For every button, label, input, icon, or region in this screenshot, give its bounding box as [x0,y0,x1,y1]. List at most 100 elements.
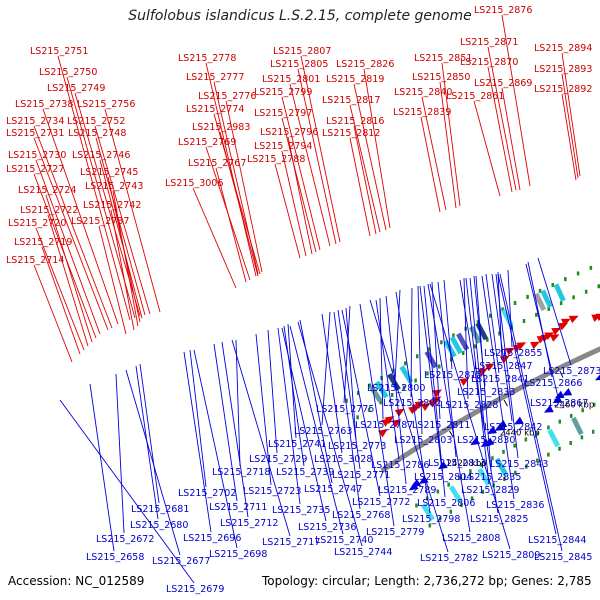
orf-frame-mark [440,340,443,345]
label-leader-line [561,52,581,177]
gene-label: LS215_2779 [366,527,424,538]
orf-frame-mark [526,294,529,299]
label-leader-line [341,309,381,497]
gene-label: LS215_2745 [80,167,138,178]
gene-label: LS215_2833 [457,387,515,398]
gene-label: LS215_2717 [262,537,320,548]
label-leader-line [561,93,577,181]
gene-label: LS215_2748 [68,128,126,139]
gene-label: LS215_2677 [152,556,210,567]
gene-label: LS215_2747 [304,484,362,495]
feature-block [374,380,389,399]
gene-label: LS215_2869 [474,78,532,89]
label-leader-line [89,383,115,552]
orf-frame-mark [379,400,382,405]
gene-label: LS215_2871 [460,37,518,48]
orf-frame-mark [356,391,360,396]
gene-label: LS215_2844 [528,535,586,546]
gene-label: LS215_2767 [188,158,246,169]
forward-gene-arrow [384,416,395,425]
gene-label: LS215_2718 [212,467,270,478]
forward-gene-arrow [551,327,562,336]
gene-label: LS215_2750 [39,67,97,78]
orf-frame-mark [415,354,419,359]
label-leader-line [345,307,357,441]
label-leader-line [213,113,261,275]
forward-gene-arrow [420,402,431,412]
gene-label: LS215_2775 [316,404,374,415]
label-leader-line [94,125,151,315]
label-leader-line [469,277,486,435]
label-leader-line [219,131,259,277]
gene-label: LS215_2788 [247,154,305,165]
orf-frame-mark [558,446,561,451]
label-leader-line [281,96,321,251]
label-leader-line [343,305,351,404]
label-leader-line [215,167,247,283]
gene-label: LS215_2845 [534,552,592,563]
gene-label: LS215_2825 [470,514,528,525]
label-leader-line [289,83,331,247]
label-leader-line [463,277,469,400]
label-leader-line [321,311,331,426]
label-leader-line [495,273,519,459]
label-leader-line [423,285,446,498]
label-leader-line [139,363,160,504]
orf-frame-mark [564,277,567,282]
gene-label: LS215_3006 [165,178,223,189]
label-leader-line [98,225,127,335]
orf-frame-mark [392,368,395,373]
gene-labels: LS215_2751 LS215_2750 LS215_2749 LS215_2738… [6,5,600,595]
gene-label: LS215_2768 [332,510,390,521]
orf-frame-mark [427,347,431,352]
gene-label: LS215_2786 [371,460,429,471]
gene-label: LS215_2711 [209,502,267,513]
map-title: Sulfolobus islandicus L.S.2.15, complete… [128,8,472,24]
orf-frame-mark [476,320,480,325]
label-leader-line [104,108,161,313]
feature-block [494,457,508,476]
orf-frame-mark [538,288,542,293]
label-leader-line [289,325,344,535]
orf-frame-mark [522,318,526,323]
orf-frame-mark [597,284,600,289]
gene-label: LS215_2740 [315,535,373,546]
label-leader-line [491,273,513,422]
gene-label: LS215_3028 [314,454,372,465]
gene-label: LS215_2724 [18,185,76,196]
reverse-gene-arrow [562,388,573,396]
label-leader-line [475,275,492,472]
gene-label: LS215_2805 [270,59,328,70]
label-leader-line [429,283,511,550]
gene-label: LS215_2698 [209,549,267,560]
gene-label: LS215_2850 [412,72,470,83]
label-leader-line [487,46,517,191]
feature-block [547,428,561,448]
orf-frame-mark [572,295,575,300]
orf-frame-mark [415,503,418,508]
label-leader-line [110,209,135,331]
orf-frame-mark [569,440,572,445]
gene-label: LS215_2738 [15,99,73,110]
gene-label: LS215_2873 [543,366,600,377]
gene-label: LS215_2812 [322,128,380,139]
forward-gene-arrow [516,342,527,350]
gene-label: LS215_2789 [378,485,436,496]
orf-frame-mark [425,496,429,501]
gene-label: LS215_2736 [298,522,356,533]
gene-label: LS215_2727 [6,164,64,175]
label-leader-line [419,285,443,472]
forward-gene-arrow [549,334,560,342]
label-leader-line [192,187,237,289]
label-leader-line [431,281,441,420]
gene-label: LS215_2787 [355,420,413,431]
forward-gene-arrow [394,408,405,417]
label-leader-line [45,194,93,343]
kbp-tick-label: 2440 kbp [500,428,540,438]
gene-label: LS215_2735 [272,505,330,516]
orf-frame-mark [547,425,550,430]
gene-label: LS215_2798 [402,514,460,525]
gene-label: LS215_2797 [254,108,312,119]
gene-label: LS215_2769 [178,137,236,148]
orf-frame-mark [439,516,442,521]
